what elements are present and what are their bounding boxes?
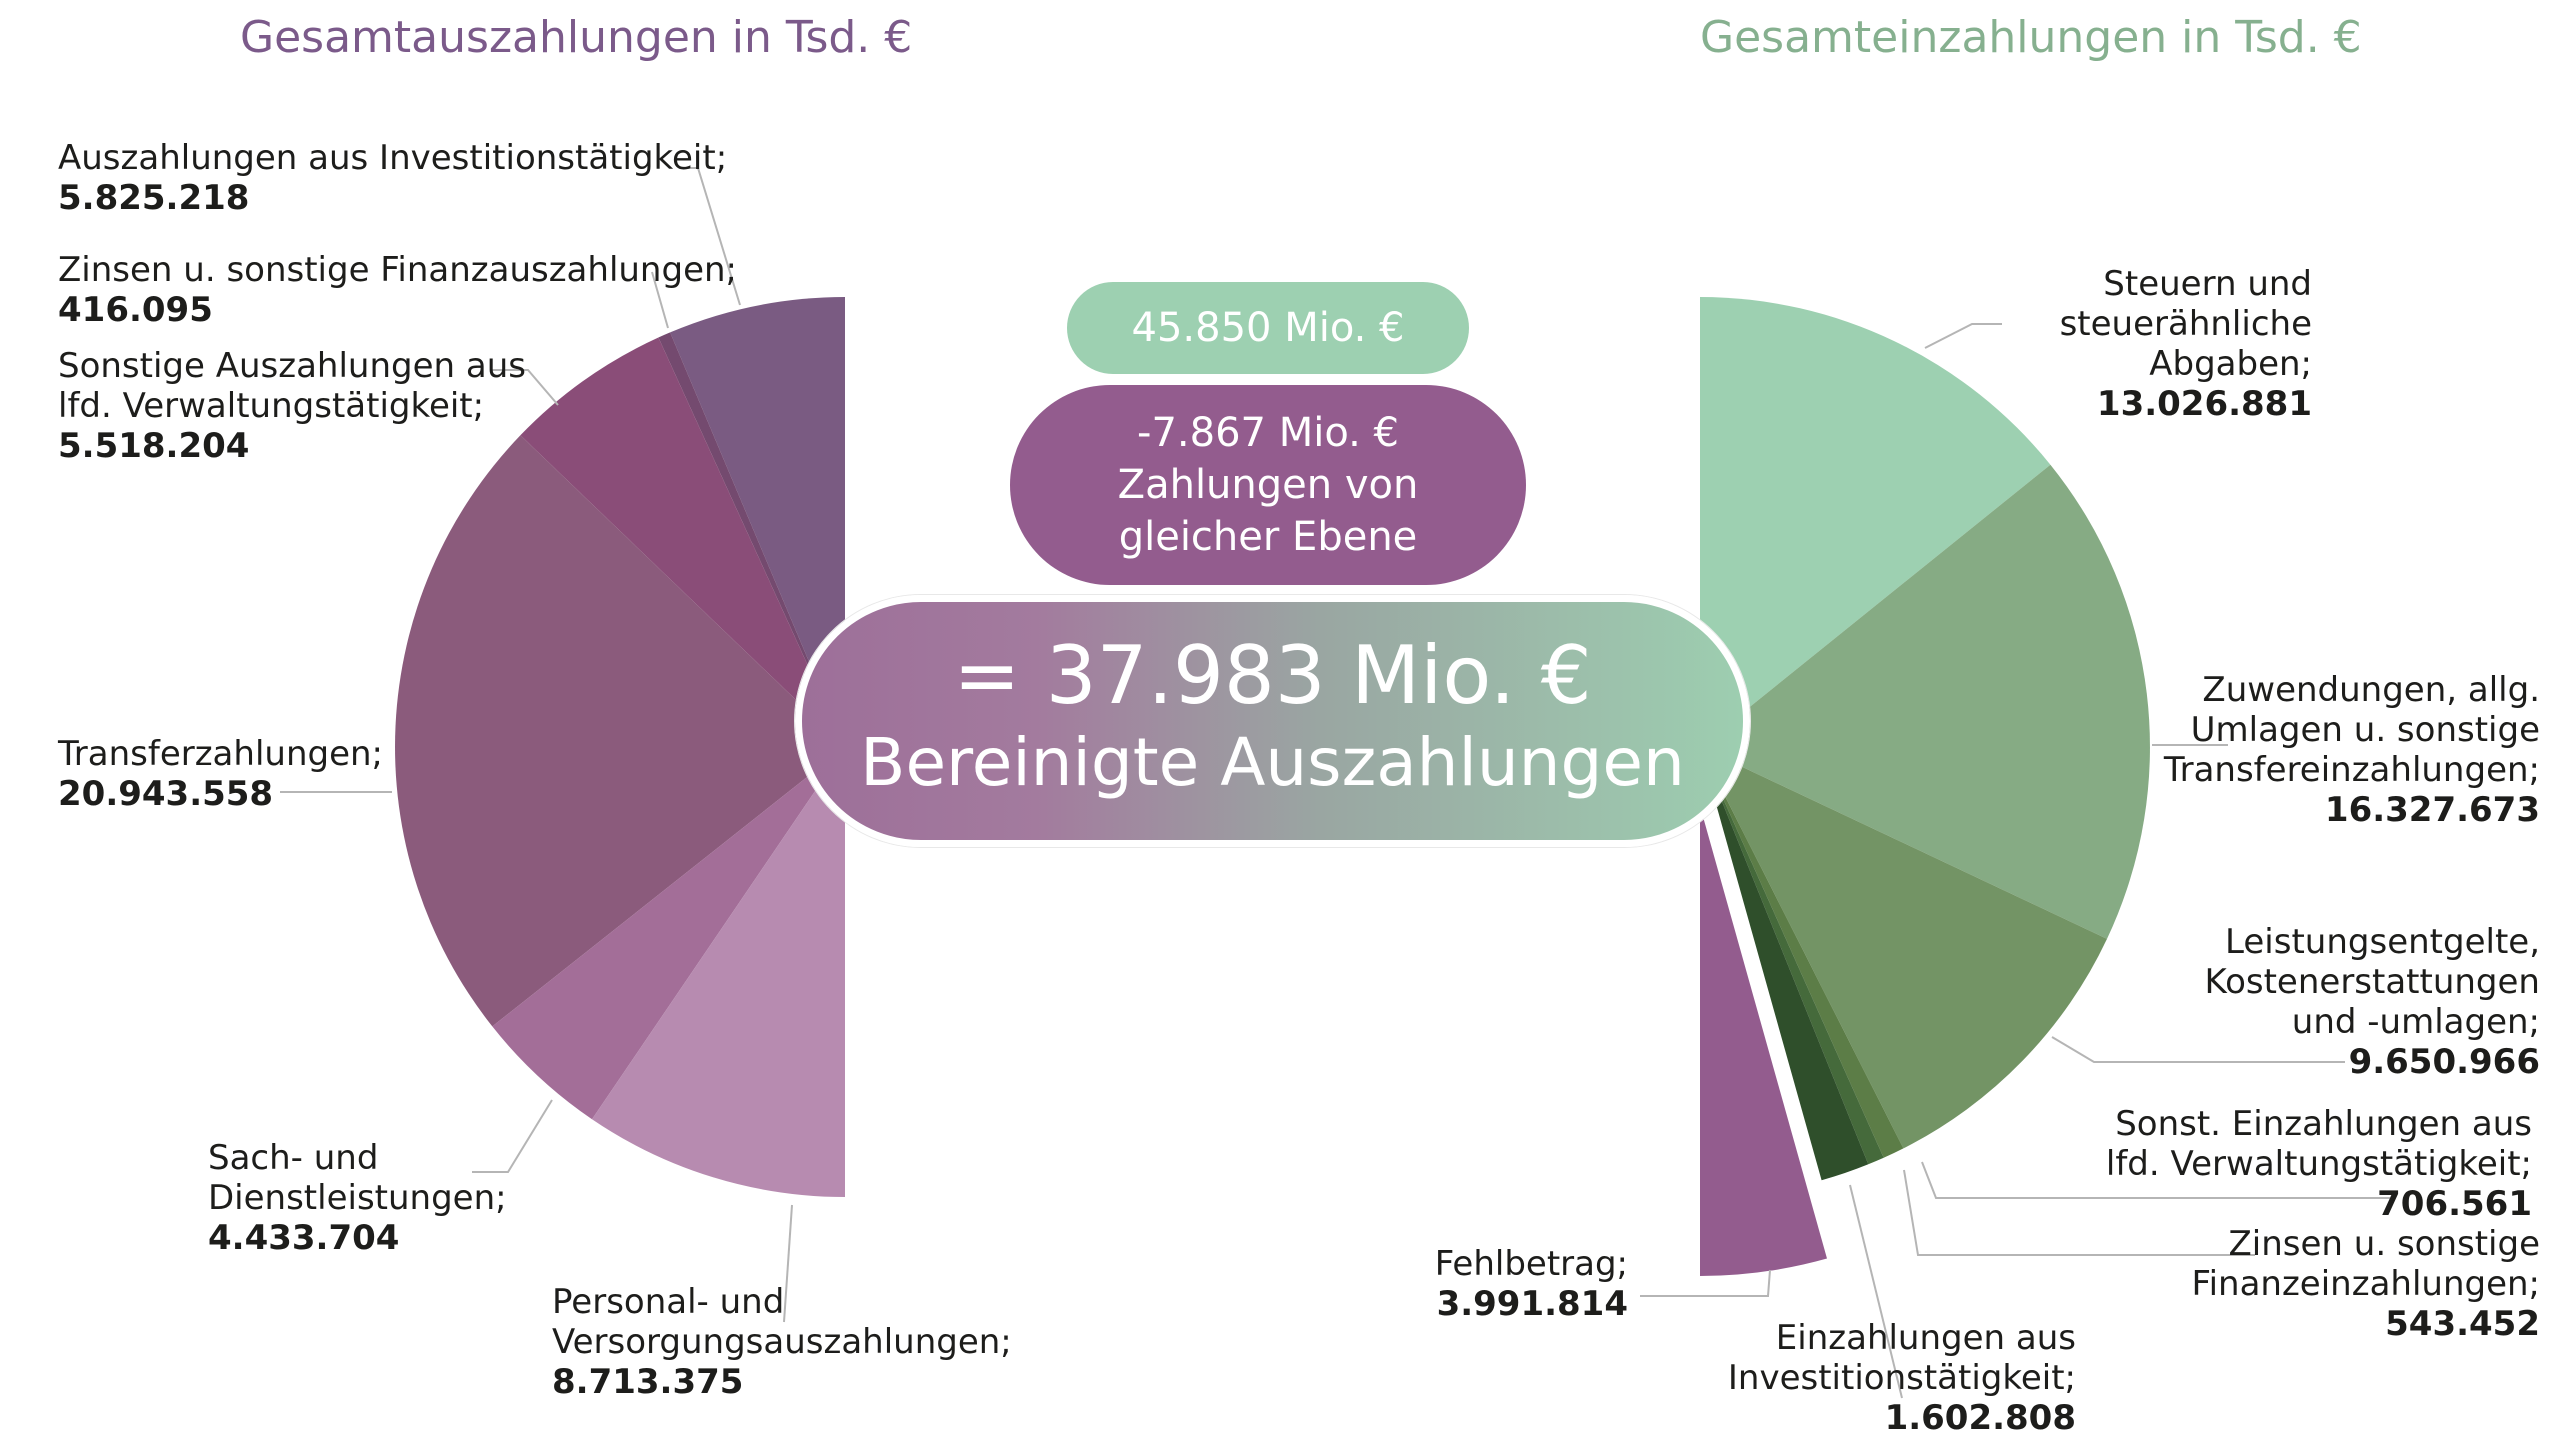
- leader-line-10: [1903, 1169, 2255, 1256]
- revenue-slice-1: [1700, 464, 2150, 939]
- expenditure-slice-3: [395, 435, 845, 1027]
- gross-total-badge: 45.850 Mio. €: [1067, 282, 1469, 374]
- expenditure-pie: [395, 297, 845, 1197]
- label-transfer-payments: Transferzahlungen; 20.943.558: [58, 734, 383, 814]
- label-name: Zinsen u. sonstige Finanzauszahlungen;: [58, 250, 737, 290]
- same-level-value: -7.867 Mio. €: [1137, 410, 1399, 456]
- leader-line-8: [2051, 1036, 2345, 1063]
- chart-title-expenditures: Gesamtauszahlungen in Tsd. €: [240, 12, 913, 63]
- label-name: Fehlbetrag;: [1434, 1244, 1628, 1284]
- same-level-payments-badge: -7.867 Mio. € Zahlungen von gleicher Ebe…: [1010, 385, 1526, 585]
- label-interest-revenue: Zinsen u. sonstige Finanzeinzahlungen; 5…: [2192, 1224, 2541, 1344]
- label-goods-services: Sach- und Dienstleistungen; 4.433.704: [208, 1138, 507, 1258]
- revenue-slice-4: [1700, 747, 1884, 1165]
- revenue-slice-0: [1700, 297, 2051, 747]
- leader-lines: [280, 167, 2390, 1399]
- expenditure-slice-4: [492, 747, 845, 1120]
- leader-line-4: [472, 1099, 553, 1173]
- label-investment-expenditure: Auszahlungen aus Investitionstätigkeit; …: [58, 138, 727, 218]
- label-personnel: Personal- und Versorgungsauszahlungen; 8…: [552, 1282, 1012, 1402]
- label-name: Steuern und steuerähnliche Abgaben;: [2059, 264, 2312, 384]
- net-total-badge: = 37.983 Mio. € Bereinigte Auszahlungen: [795, 595, 1750, 847]
- label-value: 5.518.204: [58, 426, 250, 466]
- label-name: Sach- und Dienstleistungen;: [208, 1138, 507, 1218]
- label-fees-reimbursements: Leistungsentgelte, Kostenerstattungen un…: [2204, 922, 2540, 1082]
- label-name: Sonstige Auszahlungen aus lfd. Verwaltun…: [58, 346, 526, 426]
- label-value: 20.943.558: [58, 774, 274, 814]
- label-value: 9.650.966: [2348, 1042, 2540, 1082]
- net-total-value: = 37.983 Mio. €: [953, 629, 1592, 722]
- leader-line-9: [1921, 1161, 2390, 1199]
- label-name: Zuwendungen, allg. Umlagen u. sonstige T…: [2163, 670, 2540, 790]
- expenditure-slice-1: [658, 332, 845, 747]
- label-name: Leistungsentgelte, Kostenerstattungen un…: [2204, 922, 2540, 1042]
- label-value: 8.713.375: [552, 1362, 744, 1402]
- leader-line-6: [1924, 323, 2002, 349]
- label-value: 543.452: [2385, 1304, 2540, 1344]
- label-name: Auszahlungen aus Investitionstätigkeit;: [58, 138, 728, 178]
- label-name: Zinsen u. sonstige Finanzeinzahlungen;: [2191, 1224, 2541, 1304]
- label-name: Einzahlungen aus Investitionstätigkeit;: [1727, 1318, 2076, 1398]
- expenditure-slice-0: [670, 297, 845, 747]
- expenditure-slice-5: [592, 747, 845, 1197]
- label-value: 5.825.218: [58, 178, 250, 218]
- label-name: Sonst. Einzahlungen aus lfd. Verwaltungs…: [2105, 1104, 2532, 1184]
- revenue-slice-3: [1700, 747, 1904, 1158]
- leader-line-5: [783, 1204, 793, 1323]
- label-value: 416.095: [58, 290, 213, 330]
- leader-line-1: [651, 271, 669, 329]
- leader-line-12: [1640, 1269, 1771, 1297]
- revenue-slice-2: [1700, 747, 2107, 1149]
- net-total-text: Bereinigte Auszahlungen: [860, 724, 1685, 801]
- revenue-slice-5: [1700, 747, 1869, 1181]
- label-grants-transfers: Zuwendungen, allg. Umlagen u. sonstige T…: [2164, 670, 2540, 830]
- same-level-text: Zahlungen von gleicher Ebene: [1117, 462, 1419, 560]
- label-taxes: Steuern und steuerähnliche Abgaben; 13.0…: [2060, 264, 2312, 424]
- label-other-admin-revenue: Sonst. Einzahlungen aus lfd. Verwaltungs…: [2106, 1104, 2532, 1224]
- label-value: 706.561: [2377, 1184, 2532, 1224]
- label-deficit: Fehlbetrag; 3.991.814: [1435, 1244, 1628, 1324]
- leader-line-0: [680, 167, 741, 306]
- label-name: Personal- und Versorgungsauszahlungen;: [552, 1282, 1012, 1362]
- revenue-pie: [1700, 297, 2150, 1276]
- label-value: 4.433.704: [208, 1218, 400, 1258]
- leader-line-11: [1849, 1184, 1903, 1399]
- label-investment-revenue: Einzahlungen aus Investitionstätigkeit; …: [1728, 1318, 2076, 1438]
- label-value: 16.327.673: [2324, 790, 2540, 830]
- label-other-admin-expenditure: Sonstige Auszahlungen aus lfd. Verwaltun…: [58, 346, 526, 466]
- expenditure-slice-2: [520, 337, 845, 747]
- label-name: Transferzahlungen;: [58, 734, 383, 774]
- label-interest-expenditure: Zinsen u. sonstige Finanzauszahlungen; 4…: [58, 250, 737, 330]
- label-value: 1.602.808: [1884, 1398, 2076, 1438]
- chart-title-revenues: Gesamteinzahlungen in Tsd. €: [1700, 12, 2362, 63]
- label-value: 3.991.814: [1436, 1284, 1628, 1324]
- revenue-slice-deficit: [1700, 806, 1827, 1276]
- leader-line-2: [490, 369, 559, 406]
- label-value: 13.026.881: [2096, 384, 2312, 424]
